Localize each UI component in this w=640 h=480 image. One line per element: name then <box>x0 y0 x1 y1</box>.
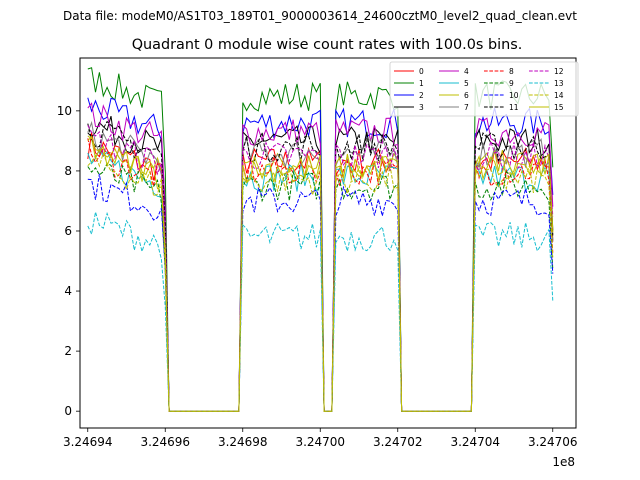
legend-label-4: 4 <box>464 67 469 76</box>
series-line-4 <box>87 102 554 412</box>
legend-label-14: 14 <box>554 91 564 100</box>
series-line-12 <box>87 125 554 412</box>
chart-title: Quadrant 0 module wise count rates with … <box>132 37 523 53</box>
x-tick-label: 3.24702 <box>373 435 423 449</box>
series-line-13 <box>87 211 554 412</box>
y-tick-label: 6 <box>64 224 72 238</box>
series-layer <box>87 67 554 412</box>
x-axis: 3.24694 3.24696 3.24698 3.24700 3.24702 3.247… <box>63 428 578 449</box>
x-tick-label: 3.24706 <box>528 435 578 449</box>
x-tick-label: 3.24698 <box>218 435 268 449</box>
series-line-15 <box>87 135 554 412</box>
legend-label-13: 13 <box>554 79 564 88</box>
y-tick-label: 4 <box>64 284 72 298</box>
y-tick-label: 2 <box>64 344 72 358</box>
x-tick-label: 3.24694 <box>63 435 113 449</box>
legend-box <box>389 61 579 117</box>
legend-label-8: 8 <box>509 67 514 76</box>
legend-label-3: 3 <box>419 103 424 112</box>
x-tick-label: 3.24700 <box>295 435 345 449</box>
y-tick-label: 0 <box>64 404 72 418</box>
legend-label-1: 1 <box>419 79 424 88</box>
y-axis: 0 2 4 6 8 10 <box>57 104 80 418</box>
legend-label-7: 7 <box>464 103 469 112</box>
chart-suptitle: Data file: modeM0/AS1T03_189T01_90000036… <box>63 9 577 23</box>
legend-label-10: 10 <box>509 91 519 100</box>
x-offset-label: 1e8 <box>552 455 575 469</box>
legend-label-5: 5 <box>464 79 469 88</box>
legend-label-9: 9 <box>509 79 514 88</box>
legend-label-2: 2 <box>419 91 424 100</box>
legend-label-6: 6 <box>464 91 469 100</box>
legend-label-12: 12 <box>554 67 564 76</box>
legend-label-15: 15 <box>554 103 564 112</box>
y-tick-label: 8 <box>64 164 72 178</box>
plot-frame <box>79 57 577 429</box>
x-tick-label: 3.24696 <box>140 435 190 449</box>
y-tick-label: 10 <box>57 104 72 118</box>
legend-label-0: 0 <box>419 67 424 76</box>
x-tick-label: 3.24704 <box>450 435 500 449</box>
legend-label-11: 11 <box>509 103 519 112</box>
